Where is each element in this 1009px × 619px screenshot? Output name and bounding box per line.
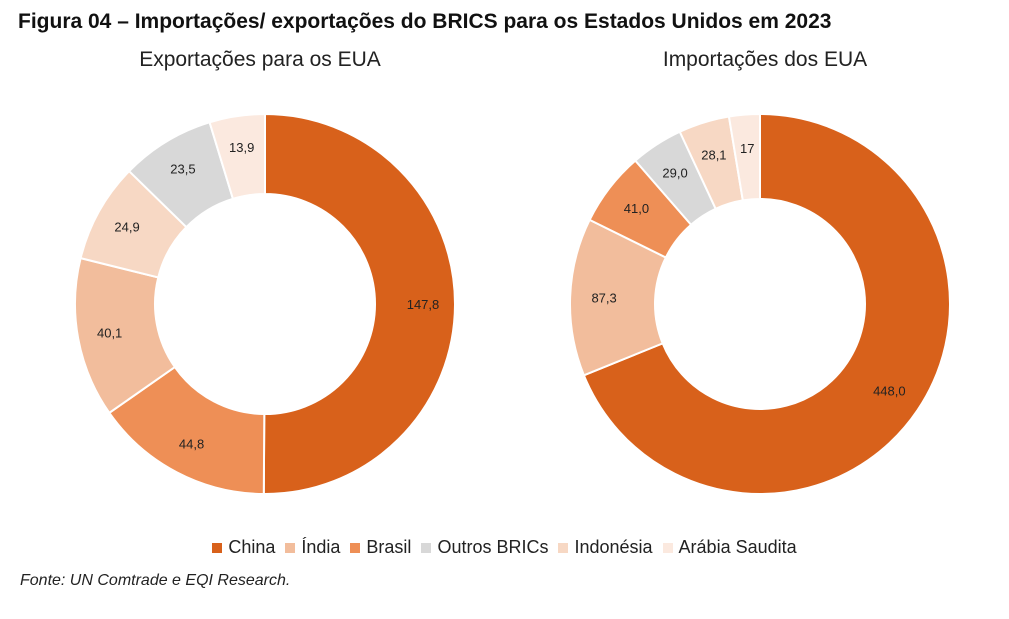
label-imports-indonesia: 28,1	[701, 147, 726, 162]
label-exports-outros-brics: 23,5	[170, 161, 195, 176]
label-exports-indonesia: 24,9	[114, 219, 139, 234]
legend-swatch	[212, 542, 223, 553]
legend-item-outros-brics: Outros BRICs	[421, 537, 548, 558]
legend: China Índia Brasil Outros BRICs Indonésia Ará…	[0, 537, 1009, 558]
slice-exports-arabia-saudita	[208, 112, 266, 201]
label-exports-china: 147,8	[407, 297, 440, 312]
chart-title-exports: Exportações para os EUA	[139, 48, 381, 71]
legend-item-brasil: Brasil	[350, 537, 411, 558]
legend-item-indonesia: Indonésia	[558, 537, 653, 558]
label-imports-arabia-saudita: 17	[740, 141, 754, 156]
legend-item-india: Índia	[285, 537, 340, 558]
label-exports-brasil: 44,8	[179, 436, 204, 451]
legend-swatch	[662, 542, 673, 553]
legend-label: Indonésia	[574, 537, 653, 557]
legend-swatch	[350, 542, 361, 553]
slice-imports-arabia-saudita	[727, 112, 761, 202]
slice-exports-china	[262, 112, 456, 495]
figure-title: Figura 04 – Importações/ exportações do …	[18, 10, 832, 33]
legend-label: Arábia Saudita	[678, 537, 797, 557]
label-imports-india: 87,3	[591, 291, 616, 306]
legend-swatch	[285, 542, 296, 553]
legend-label: China	[228, 537, 276, 557]
source-note: Fonte: UN Comtrade e EQI Research.	[20, 572, 291, 589]
chart-title-imports: Importações dos EUA	[662, 48, 868, 71]
slice-imports-china	[582, 112, 951, 495]
label-exports-india: 40,1	[97, 325, 122, 340]
legend-swatch	[558, 542, 569, 553]
label-imports-brasil: 41,0	[624, 201, 649, 216]
legend-item-china: China	[212, 537, 275, 558]
label-imports-outros-brics: 29,0	[662, 166, 687, 181]
label-exports-arabia-saudita: 13,9	[229, 140, 254, 155]
legend-label: Outros BRICs	[437, 537, 549, 557]
legend-swatch	[421, 542, 432, 553]
legend-label: Índia	[301, 537, 341, 557]
legend-label: Brasil	[366, 537, 412, 557]
legend-item-arabia-saudita: Arábia Saudita	[662, 537, 797, 558]
label-imports-china: 448,0	[873, 384, 906, 399]
